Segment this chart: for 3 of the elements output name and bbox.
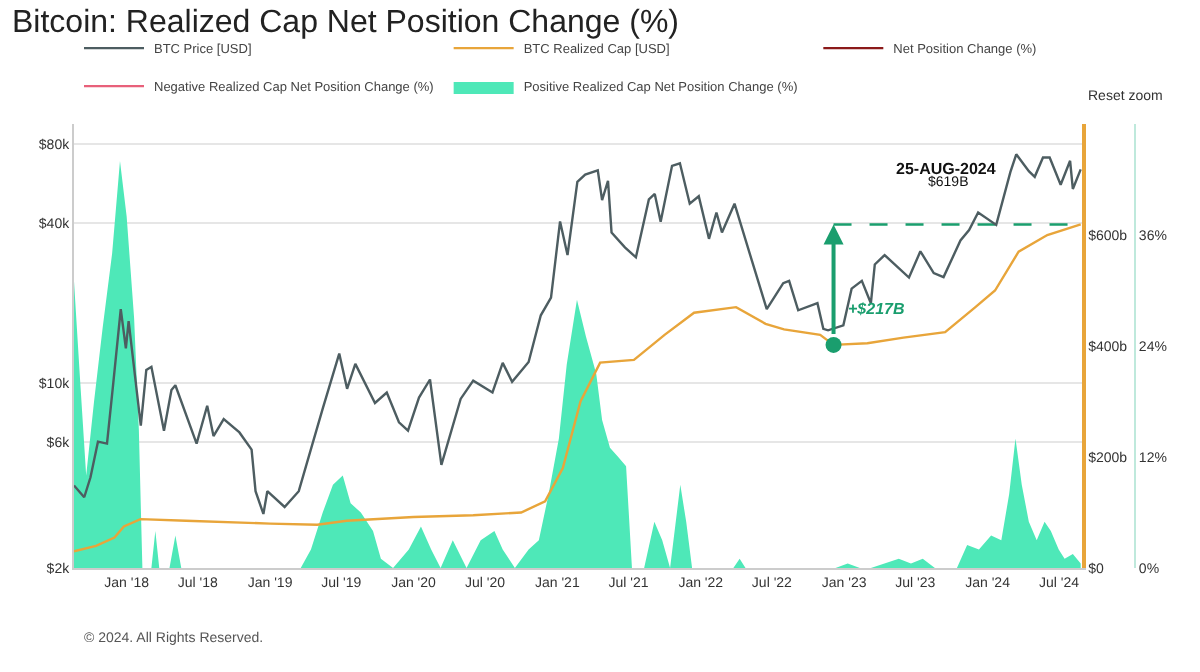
chart-title: Bitcoin: Realized Cap Net Position Change (%)	[12, 6, 679, 41]
annotation: 25-AUG-2024	[896, 160, 997, 178]
annotation: +$217B	[848, 300, 905, 318]
